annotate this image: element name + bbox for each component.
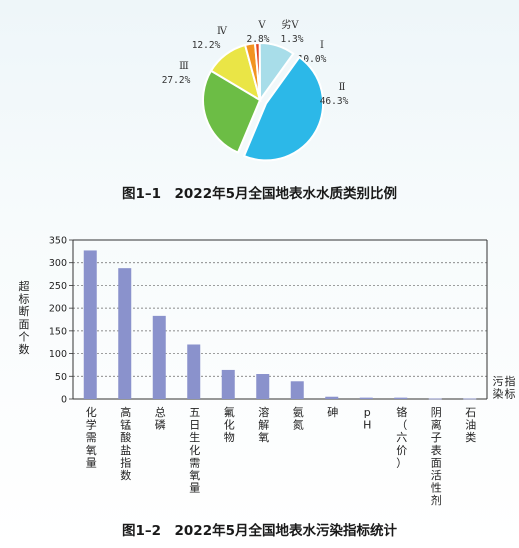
x-axis-label: 污染指标 [493,374,516,401]
pie-value-label: 46.3% [320,96,349,107]
x-tick-label: 铬（六价） [396,405,407,469]
bar [152,315,166,399]
pie-slice-6 [253,41,261,101]
y-tick-label: 100 [49,349,67,360]
bar [83,250,97,399]
pie-value-label: 2.8% [247,34,270,45]
pie-label: Ⅴ [257,20,266,31]
bar-chart-caption: 图1–2 2022年5月全国地表水污染指标统计 [121,523,397,539]
x-tick-label: 溶解氧 [258,405,269,444]
bar [290,381,304,399]
x-tick-label: 氨氮 [293,406,304,432]
y-tick-label: 250 [49,281,67,292]
y-tick-label: 200 [49,304,67,315]
bar [118,268,132,399]
pie-slice-3 [202,69,262,154]
x-tick-label: 阴离子表面活性剂 [431,406,442,507]
pie-value-label: 10.0% [298,54,327,65]
y-tick-label: 350 [49,236,67,247]
bar [463,398,477,400]
x-tick-label: 化学需氧量 [86,405,97,469]
pie-label: Ⅱ [339,82,346,93]
y-tick-label: 150 [49,326,67,337]
bar [187,344,201,399]
y-tick-label: 50 [55,372,67,383]
pie-label: 劣Ⅴ [281,18,299,31]
pie-value-label: 12.2% [192,40,221,51]
pie-label: Ⅳ [217,26,228,37]
pie-label: Ⅰ [320,40,324,51]
pie-value-label: 27.2% [162,75,191,86]
x-tick-label: 石油类 [465,406,476,444]
x-tick-label: 总磷 [155,405,166,432]
x-tick-label: 高锰酸盐指数 [120,405,131,482]
bar [359,397,373,399]
bar [428,398,442,400]
pie-value-label: 1.3% [281,34,304,45]
bar [325,396,339,399]
bar [221,369,235,399]
x-tick-label: 氟化物 [224,406,235,444]
x-tick-label: 五日生化需氧量 [189,406,200,495]
pie-chart-caption: 图1–1 2022年5月全国地表水水质类别比例 [121,186,397,202]
pie-label: Ⅲ [179,61,189,72]
bar [394,397,408,399]
y-axis-label: 超标断面个数 [19,279,30,356]
bar-chart: 0 50 100 150 200 250 300 350 化学需氧量 高锰酸盐指数 总磷 五日生化需氧… [19,236,516,508]
y-tick-label: 300 [49,258,67,269]
pie-chart: Ⅰ 10.0% Ⅱ 46.3% Ⅲ 27.2% Ⅳ 12.2% Ⅴ 2.8% 劣Ⅴ 1.3% [162,18,349,162]
x-tick-label: 砷 [327,406,338,419]
bar [256,374,270,399]
y-tick-label: 0 [61,395,67,406]
pie-slice-2 [242,55,325,162]
